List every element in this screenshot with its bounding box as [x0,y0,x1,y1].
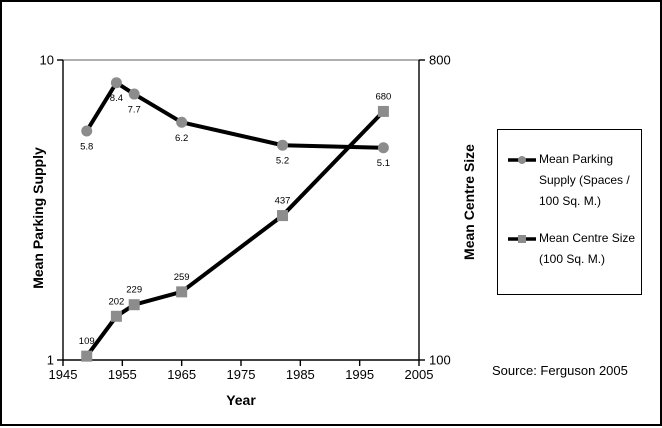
mean-parking-supply-data-point-marker [377,142,389,154]
mean-parking-supply-data-point-label: 6.2 [175,133,188,144]
x-tick-label: 2005 [405,367,434,382]
mean-centre-size-data-point-label: 437 [275,196,291,207]
x-tick-label: 1945 [49,367,78,382]
legend-item-parking-supply: Mean Parking Supply (Spaces / 100 Sq. M.… [508,149,637,212]
x-tick-label: 1965 [167,367,196,382]
legend-item-centre-size: Mean Centre Size (100 Sq. M.) [508,228,637,270]
legend: Mean Parking Supply (Spaces / 100 Sq. M.… [497,129,642,295]
mean-centre-size-data-point-label: 259 [174,272,190,283]
right-axis-tick-label: 100 [429,353,451,368]
centre-size-line-square-icon [508,235,536,243]
mean-parking-supply-data-point-marker [277,139,289,151]
mean-parking-supply-series-line [85,79,384,150]
mean-parking-supply-data-point-label: 5.8 [80,141,93,152]
mean-centre-size-series-line [85,110,385,358]
right-axis-title: Mean Centre Size [461,144,477,260]
mean-centre-size-data-point-label: 109 [79,336,95,347]
mean-parking-supply-data-point-marker [81,125,93,137]
mean-parking-supply-data-point-marker [128,88,140,100]
mean-centre-size-data-point-marker [128,299,140,311]
left-axis-title: Mean Parking Supply [30,147,46,289]
mean-centre-size-data-point-label: 229 [126,285,142,296]
mean-parking-supply-data-point-label: 5.1 [377,158,390,169]
x-tick-label: 1985 [286,367,315,382]
mean-centre-size-data-point-marker [176,286,188,298]
mean-parking-supply-data-point-marker [176,116,188,128]
mean-parking-supply-data-point-label: 7.7 [128,105,141,116]
x-tick-label: 1955 [108,367,137,382]
source-note: Source: Ferguson 2005 [492,363,628,378]
mean-centre-size-data-point-label: 680 [375,91,391,102]
mean-centre-size-data-point-marker [277,210,289,222]
mean-centre-size-data-point-marker [81,350,93,362]
left-axis-tick-label: 10 [40,53,54,68]
mean-centre-size-data-point-marker [110,310,122,322]
mean-centre-size-data-point-label: 202 [108,296,124,307]
parking-supply-line-circle-icon [508,156,536,164]
left-axis-tick-label: 1 [47,353,54,368]
x-axis-title: Year [226,392,256,408]
mean-parking-supply-data-point-marker [110,77,122,89]
mean-parking-supply-data-point-label: 8.4 [110,93,123,104]
x-tick-label: 1995 [345,367,374,382]
legend-label-centre-size: Mean Centre Size (100 Sq. M.) [539,231,636,266]
mean-parking-supply-data-point-label: 5.2 [276,156,289,167]
mean-centre-size-data-point-marker [377,105,389,117]
right-axis-tick-label: 800 [429,53,451,68]
x-tick-label: 1975 [227,367,256,382]
legend-label-parking-supply: Mean Parking Supply (Spaces / 100 Sq. M.… [539,152,630,208]
